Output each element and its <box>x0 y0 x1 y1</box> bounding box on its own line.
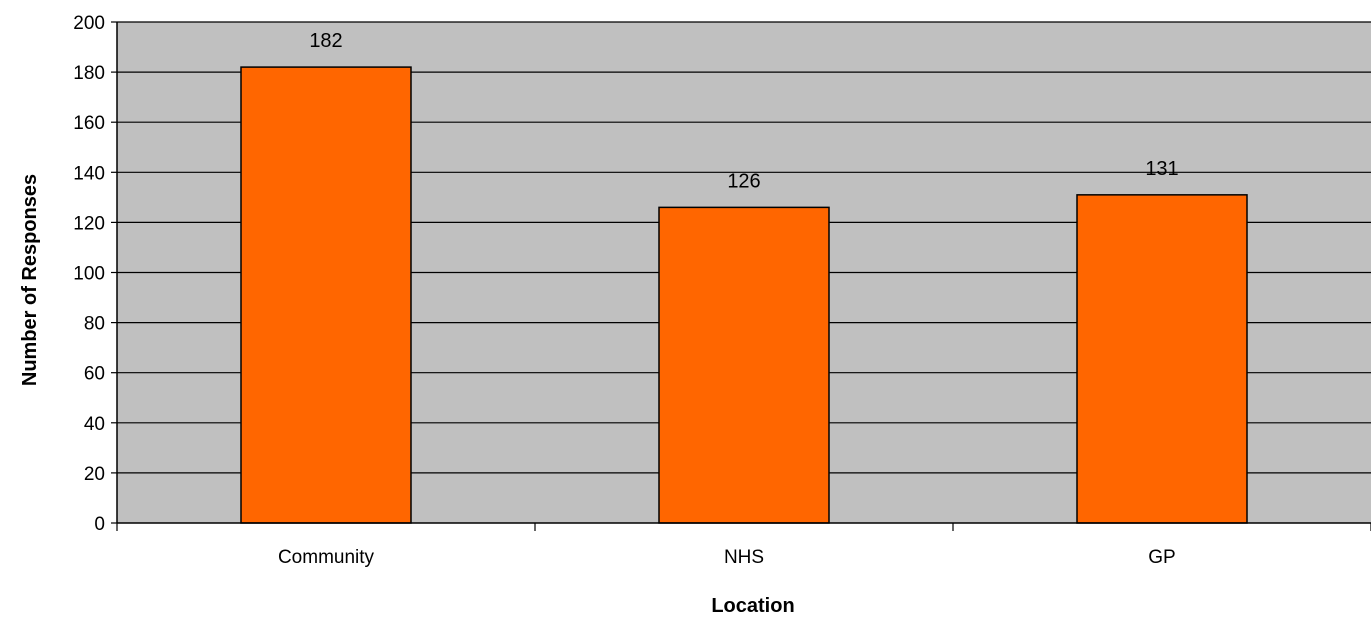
y-tick-label: 80 <box>84 314 105 335</box>
y-tick-label: 40 <box>84 414 105 435</box>
y-axis-title: Number of Responses <box>19 174 41 386</box>
y-tick-label: 140 <box>73 163 105 184</box>
x-axis-title: Location <box>711 595 794 617</box>
x-tick-label-gp: GP <box>1148 547 1175 568</box>
y-tick-label: 200 <box>73 13 105 34</box>
bars <box>240 66 1248 524</box>
y-tick-label: 180 <box>73 63 105 84</box>
y-tick-labels: 0 20 40 60 80 100 120 140 160 180 200 <box>73 13 117 535</box>
x-tick-label-community: Community <box>278 547 375 568</box>
data-label-community: 182 <box>309 30 342 52</box>
y-tick-label: 160 <box>73 113 105 134</box>
data-label-nhs: 126 <box>727 170 760 192</box>
bar-community <box>240 66 412 524</box>
data-labels: 182 126 131 <box>309 30 1178 192</box>
y-tick-label: 100 <box>73 264 105 285</box>
y-tick-label: 0 <box>94 514 105 535</box>
x-tick-labels: Community NHS GP <box>116 523 1371 568</box>
y-tick-label: 120 <box>73 213 105 234</box>
data-label-gp: 131 <box>1145 158 1178 180</box>
y-tick-label: 60 <box>84 364 105 385</box>
y-tick-label: 20 <box>84 464 105 485</box>
bar-nhs <box>658 206 830 524</box>
bar-gp <box>1076 194 1248 524</box>
x-tick-label-nhs: NHS <box>724 547 764 568</box>
